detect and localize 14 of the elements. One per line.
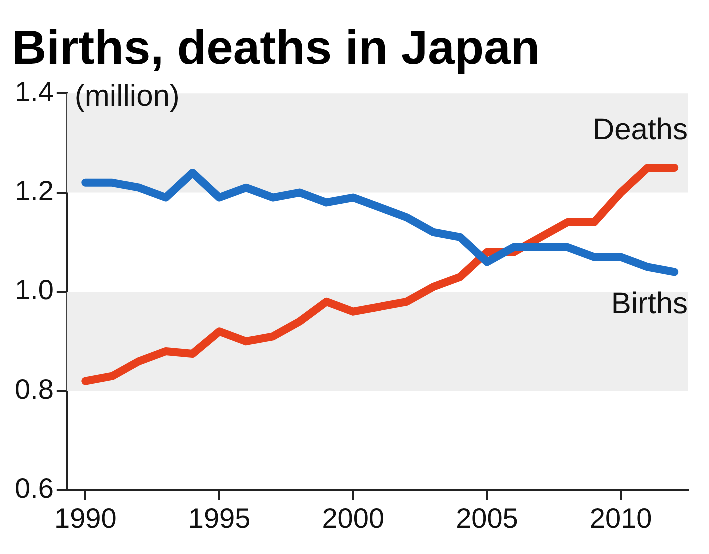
x-tick-label: 2005: [456, 502, 518, 534]
y-tick-label: 1.0: [14, 274, 54, 306]
x-tick-label: 1995: [188, 502, 251, 534]
x-tick-label: 2010: [590, 502, 652, 534]
y-tick-label: 1.2: [14, 176, 54, 207]
chart-title: Births, deaths in Japan: [12, 22, 540, 76]
y-tick-label: 0.8: [14, 374, 54, 405]
y-tick-label: 1.4: [14, 76, 54, 108]
series-label: Births: [611, 287, 688, 320]
y-tick-label: 0.6: [14, 473, 54, 504]
y-axis-title: (million): [74, 80, 180, 113]
x-tick-label: 2000: [322, 502, 385, 534]
x-tick-label: 1990: [54, 502, 117, 534]
series-label: Deaths: [592, 113, 688, 146]
